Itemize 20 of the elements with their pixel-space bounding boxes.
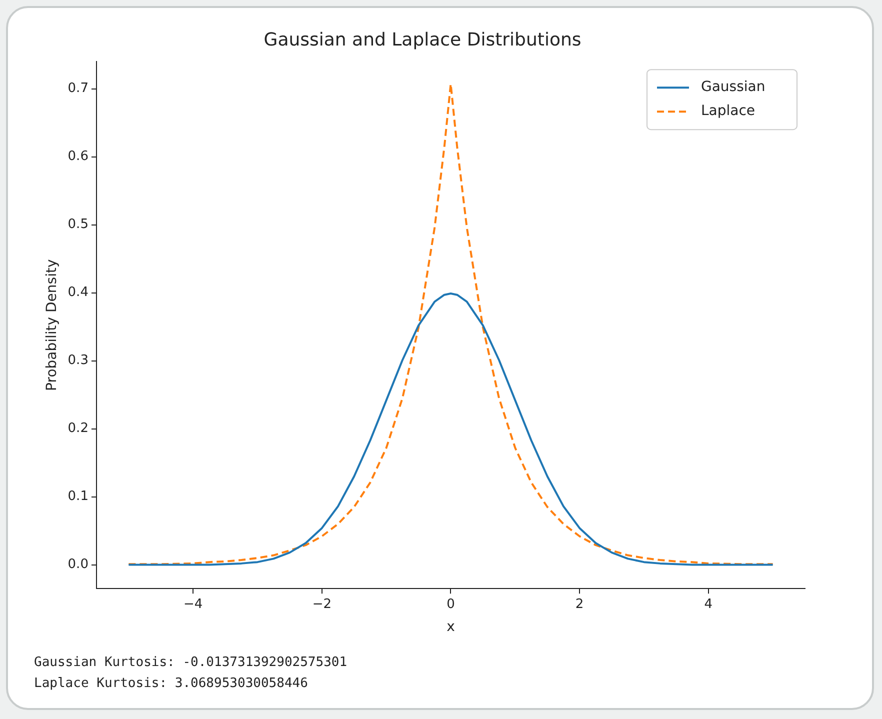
text: Gaussian Kurtosis: -0.013731392902575301 [34,654,348,672]
y-tick-label: 0.0 [68,557,88,572]
y-tick-label: 0.6 [68,149,88,164]
y-axis-title: Probability Density [44,259,60,391]
y-tick-label: 0.1 [68,489,88,504]
x-tick-label: 2 [575,596,584,612]
y-tick-label: 0.5 [68,217,88,232]
text: Laplace Kurtosis: 3.068953030058446 [34,675,309,693]
x-tick-label: 0 [446,596,455,612]
y-tick-label: 0.2 [68,421,88,436]
legend-label: Laplace [701,103,756,120]
x-tick-label: −4 [184,596,203,612]
x-tick-label: −2 [312,596,332,612]
y-tick-label: 0.7 [68,81,88,96]
x-tick-label: 4 [704,596,713,612]
legend-label: Gaussian [701,79,766,96]
x-axis-title: x [446,619,455,636]
y-tick-label: 0.3 [68,353,88,368]
chart-title: Gaussian and Laplace Distributions [264,29,582,50]
y-tick-label: 0.4 [68,285,88,300]
